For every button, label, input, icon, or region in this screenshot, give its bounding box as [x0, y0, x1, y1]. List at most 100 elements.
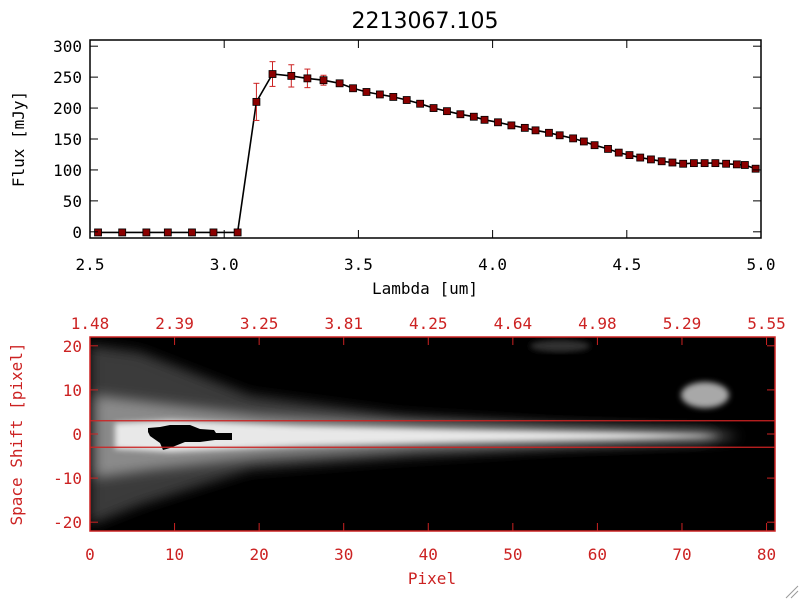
spectrum-x-ticks: 2.5 3.0 3.5 4.0 4.5 5.0	[76, 40, 776, 274]
spectral-image-panel: 0 10 20 30 40 50 60 70 80 -20 -10 0 10 20 1.48 2.39 3.…	[7, 314, 786, 588]
data-point	[402, 96, 411, 104]
data-point	[268, 70, 277, 78]
data-point	[722, 159, 731, 168]
chart-title: 2213067.105	[352, 9, 499, 34]
x-tick-label: 4.0	[478, 255, 507, 274]
data-point	[319, 76, 328, 85]
data-point	[657, 157, 666, 166]
data-point	[579, 137, 588, 146]
y-tick-label: 200	[53, 99, 82, 118]
y-tick-label: 20	[63, 337, 82, 356]
image-top-wavelength-ticks: 1.48 2.39 3.25 3.81 4.25 4.64 4.98 5.29 5.55	[71, 314, 786, 345]
data-point	[287, 71, 296, 80]
reference-lines	[90, 420, 775, 448]
top-tick-label: 2.39	[155, 314, 194, 333]
top-tick-label: 1.48	[71, 314, 110, 333]
x-tick-label: 70	[672, 545, 691, 564]
y-tick-label: 0	[72, 223, 82, 242]
bright-core	[115, 420, 720, 452]
data-point	[679, 159, 688, 168]
top-tick-label: 3.81	[324, 314, 363, 333]
y-tick-label: 10	[63, 381, 82, 400]
data-point	[389, 93, 398, 101]
data-point	[118, 228, 127, 237]
data-point	[94, 228, 102, 237]
resize-grip-icon[interactable]	[785, 585, 799, 599]
data-point	[349, 84, 357, 93]
data-point	[625, 151, 634, 159]
data-point	[252, 97, 261, 106]
data-point	[362, 88, 371, 96]
x-tick-label: 60	[588, 545, 607, 564]
data-point	[647, 155, 655, 164]
x-tick-label: 5.0	[747, 255, 776, 274]
x-tick-label: 20	[250, 545, 269, 564]
y-tick-label: 100	[53, 161, 82, 180]
data-point	[545, 128, 553, 137]
data-point	[233, 228, 242, 237]
data-point	[740, 161, 749, 169]
x-tick-label: 30	[334, 545, 353, 564]
x-tick-label: 0	[85, 545, 95, 564]
top-tick-label: 4.98	[578, 314, 617, 333]
spectrum-y-ticks: 0 50 100 150 200 250 300	[53, 37, 761, 242]
data-point	[614, 148, 623, 157]
y-tick-label: 150	[53, 130, 82, 149]
top-tick-label: 4.25	[409, 314, 448, 333]
y-tick-label: -20	[53, 513, 82, 532]
data-point	[590, 141, 599, 150]
x-tick-label: 3.0	[210, 255, 239, 274]
top-tick-label: 4.64	[494, 314, 533, 333]
y-tick-label: 250	[53, 68, 82, 87]
y-tick-label: 0	[72, 425, 82, 444]
top-tick-label: 5.55	[747, 314, 786, 333]
y-tick-label: 300	[53, 37, 82, 56]
data-point	[443, 107, 451, 116]
x-tick-label: 40	[419, 545, 438, 564]
saturated-region	[148, 425, 232, 450]
data-point	[636, 153, 645, 162]
spectrum-y-axis-label: Flux [mJy]	[9, 91, 28, 187]
image-content	[90, 340, 740, 525]
image-x-axis-label: Pixel	[408, 569, 456, 588]
data-point	[507, 121, 516, 130]
data-point	[209, 228, 218, 237]
top-tick-label: 3.25	[240, 314, 279, 333]
data-point	[142, 228, 151, 237]
y-tick-label: -10	[53, 469, 82, 488]
x-tick-label: 50	[503, 545, 522, 564]
data-point	[732, 160, 741, 169]
spectrum-plot-frame	[89, 39, 762, 239]
data-point	[751, 164, 760, 173]
data-point	[456, 110, 465, 119]
data-point	[555, 131, 564, 140]
x-tick-label: 3.5	[344, 255, 373, 274]
data-point	[569, 134, 578, 143]
data-point	[480, 115, 489, 124]
top-tick-label: 5.29	[663, 314, 702, 333]
spectrum-marks	[94, 61, 760, 237]
y-tick-label: 50	[63, 192, 82, 211]
source-blob	[681, 382, 729, 408]
image-x-ticks: 0 10 20 30 40 50 60 70 80	[85, 523, 776, 564]
x-tick-label: 80	[757, 545, 776, 564]
data-point	[429, 104, 438, 112]
data-point	[416, 99, 425, 108]
spectrum-chart: 2213067.105 2.5 3.0 3.5 4.0 4.5 5.0 0 50 100 150…	[9, 9, 775, 298]
data-point	[531, 126, 540, 135]
spectrum-line	[98, 73, 756, 234]
data-point	[163, 228, 172, 237]
data-point	[520, 123, 529, 132]
data-point	[375, 90, 384, 99]
spectrum-x-axis-label: Lambda [um]	[372, 279, 478, 298]
data-point	[188, 228, 196, 237]
data-point	[668, 158, 677, 167]
x-tick-label: 2.5	[76, 255, 105, 274]
image-y-ticks: -20 -10 0 10 20	[53, 337, 775, 532]
data-point	[604, 144, 612, 153]
x-tick-label: 4.5	[612, 255, 641, 274]
data-point	[335, 79, 344, 88]
image-y-axis-label: Space Shift [pixel]	[7, 342, 26, 525]
data-point	[700, 159, 709, 168]
